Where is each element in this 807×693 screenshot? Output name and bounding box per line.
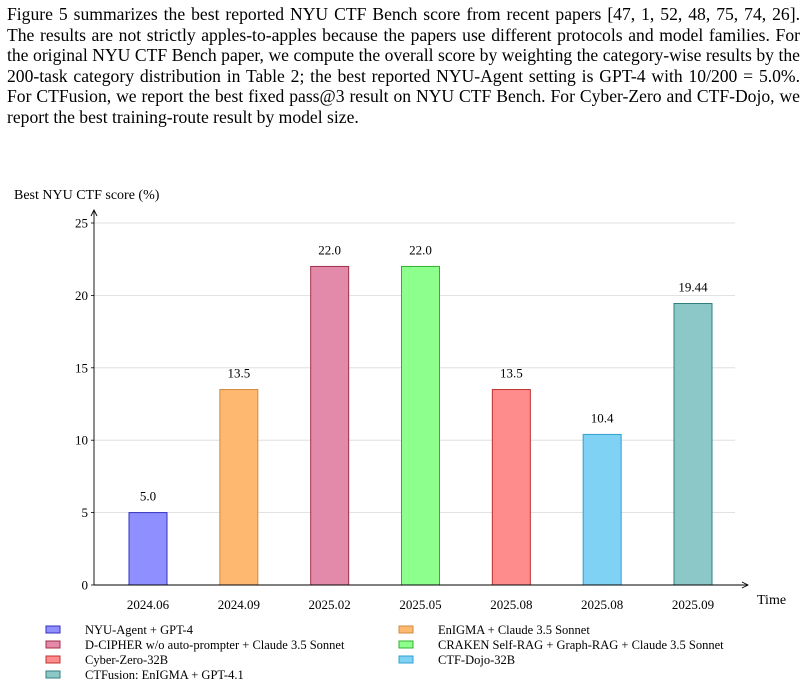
legend-swatch	[398, 625, 414, 634]
data-labels: 5.0 13.5 22.0 22.0 13.5 10.4 19.44	[140, 242, 708, 503]
y-tick-label: 15	[75, 360, 88, 375]
data-label: 19.44	[678, 280, 708, 295]
bar-chart: 0 5 10 15 20 25 2024.06 2024.09 2025.02 2025.05 20…	[14, 188, 786, 682]
x-tick-label: 2025.08	[581, 597, 623, 612]
bar	[219, 389, 259, 586]
x-axis-label: Time	[757, 593, 786, 608]
bar	[491, 389, 531, 586]
bar	[401, 265, 440, 586]
body-paragraph: Figure 5 summarizes the best reported NY…	[7, 4, 800, 127]
bar	[128, 512, 168, 586]
legend-entry: D-CIPHER w/o auto-prompter + Claude 3.5 …	[85, 638, 345, 652]
x-tick-label: 2024.09	[218, 597, 260, 612]
y-tick-label: 25	[75, 216, 88, 231]
x-tick-label: 2025.05	[399, 597, 441, 612]
legend-entry: CTF-Dojo-32B	[438, 653, 515, 667]
data-label: 22.0	[409, 242, 432, 257]
legend-swatch	[398, 655, 414, 664]
data-label: 22.0	[318, 242, 341, 257]
legend-swatch	[45, 625, 61, 634]
bars	[128, 265, 713, 586]
bar	[310, 265, 350, 586]
bar	[673, 303, 713, 586]
legend-swatch	[398, 640, 414, 649]
data-label: 13.5	[227, 366, 250, 381]
legend-swatch	[45, 670, 61, 679]
axes: 0 5 10 15 20 25 2024.06 2024.09 2025.02 2025.05 20…	[14, 188, 786, 612]
y-tick-label: 5	[82, 505, 89, 520]
legend-entry: NYU-Agent + GPT-4	[85, 623, 194, 637]
data-label: 5.0	[140, 489, 156, 504]
bar	[582, 433, 622, 586]
legend: NYU-Agent + GPT-4 EnIGMA + Claude 3.5 Son…	[45, 623, 724, 682]
legend-entry: CRAKEN Self-RAG + Graph-RAG + Claude 3.5…	[438, 638, 724, 652]
y-tick-label: 10	[75, 433, 88, 448]
y-tick-label: 20	[75, 288, 88, 303]
legend-swatch	[45, 655, 61, 664]
y-axis-label: Best NYU CTF score (%)	[14, 188, 160, 203]
legend-entry: Cyber-Zero-32B	[85, 653, 168, 667]
legend-swatch	[45, 640, 61, 649]
x-tick-label: 2025.08	[490, 597, 532, 612]
x-tick-label: 2024.06	[127, 597, 170, 612]
y-axis-arrow	[90, 208, 98, 217]
y-tick-label: 0	[82, 578, 89, 593]
x-axis-arrow	[741, 581, 750, 589]
legend-entry: EnIGMA + Claude 3.5 Sonnet	[438, 623, 590, 637]
data-label: 13.5	[500, 366, 523, 381]
x-tick-label: 2025.02	[309, 597, 351, 612]
data-label: 10.4	[591, 410, 614, 425]
legend-entry: CTFusion: EnIGMA + GPT-4.1	[85, 668, 244, 682]
x-tick-label: 2025.09	[672, 597, 714, 612]
